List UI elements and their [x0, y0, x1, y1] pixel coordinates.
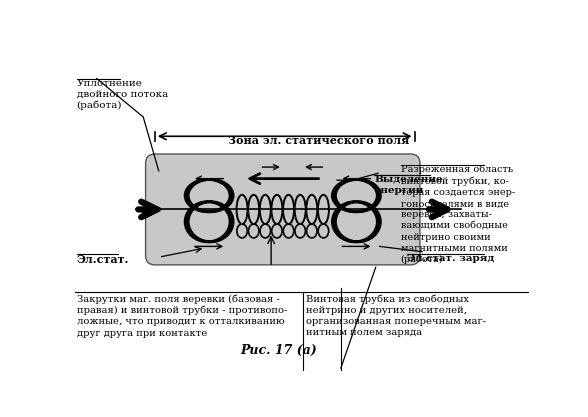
- Text: Эл.стат.: Эл.стат.: [76, 254, 129, 265]
- Text: Закрутки маг. поля веревки (базовая -
правая) и винтовой трубки - противопо-
лож: Закрутки маг. поля веревки (базовая - пр…: [76, 294, 287, 338]
- FancyBboxPatch shape: [146, 154, 420, 265]
- Text: Разреженная область
винтовой трубки, ко-
торая создается энер-
гоносителями в ви: Разреженная область винтовой трубки, ко-…: [400, 165, 514, 264]
- Text: Рис. 17 (а): Рис. 17 (а): [240, 344, 317, 357]
- Text: Уплотнение
двойного потока
(работа): Уплотнение двойного потока (работа): [76, 78, 168, 111]
- Text: Зона эл. статического поля: Зона эл. статического поля: [229, 135, 410, 146]
- Text: Винтовая трубка из свободных
нейтрино и других носителей,
организованная попереч: Винтовая трубка из свободных нейтрино и …: [306, 294, 486, 337]
- Text: Эл.стат. заряд: Эл.стат. заряд: [407, 254, 494, 263]
- Text: F: F: [139, 208, 149, 222]
- Text: Выделение
энергии: Выделение энергии: [374, 175, 443, 195]
